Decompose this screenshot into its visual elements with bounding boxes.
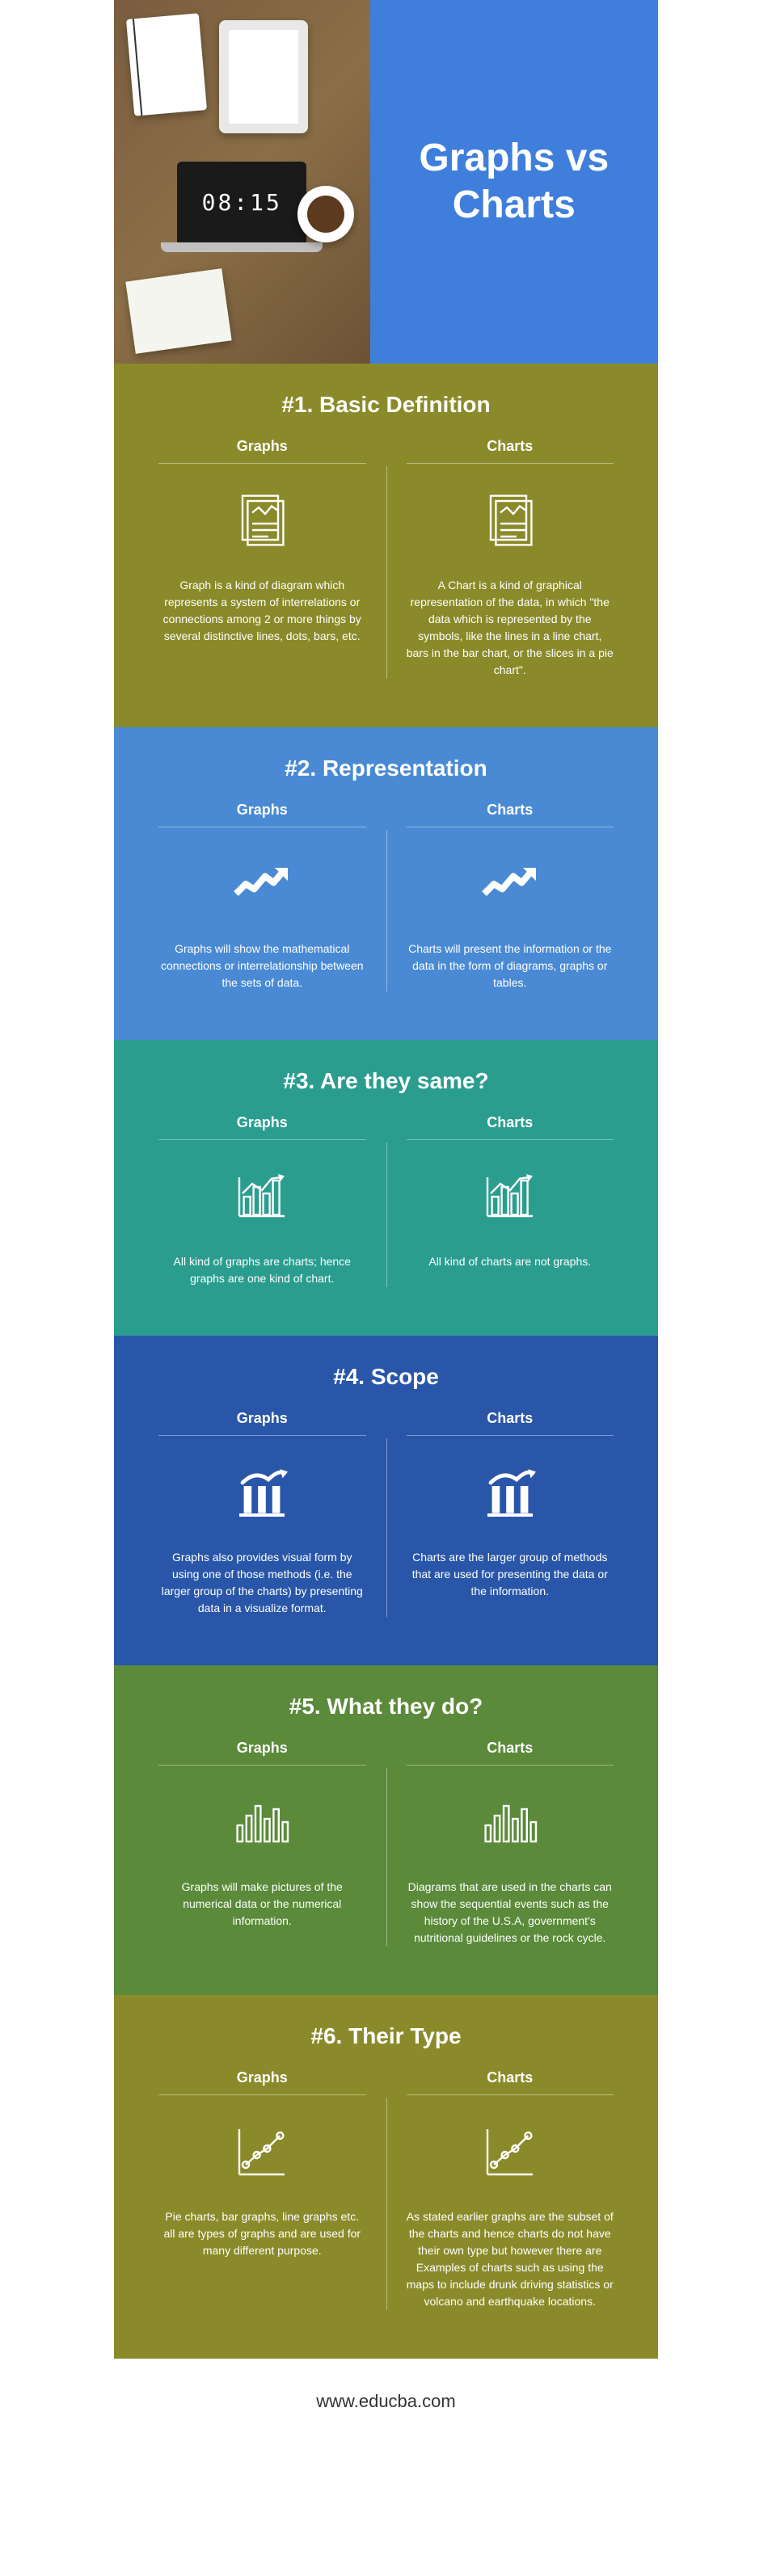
graphs-description: Graphs also provides visual form by usin… bbox=[158, 1549, 366, 1617]
column-heading: Graphs bbox=[158, 1740, 366, 1766]
column-heading: Graphs bbox=[158, 802, 366, 827]
footer-url: www.educba.com bbox=[114, 2359, 658, 2444]
coffee-cup-prop bbox=[297, 186, 354, 242]
graphs-description: All kind of graphs are charts; hence gra… bbox=[158, 1253, 366, 1287]
document-icon bbox=[158, 484, 366, 557]
section-title: #2. Representation bbox=[138, 756, 634, 781]
charts-description: A Chart is a kind of graphical represent… bbox=[407, 577, 614, 679]
section-title: #1. Basic Definition bbox=[138, 392, 634, 418]
column-heading: Charts bbox=[407, 1410, 614, 1436]
comparison-section: #6. Their Type Graphs Pie charts, bar gr… bbox=[114, 1995, 658, 2359]
arrow-icon bbox=[158, 848, 366, 920]
section-title: #4. Scope bbox=[138, 1364, 634, 1390]
comparison-section: #4. Scope Graphs Graphs also provides vi… bbox=[114, 1336, 658, 1665]
comparison-section: #1. Basic Definition Graphs Graph is a k… bbox=[114, 364, 658, 727]
newspaper-prop bbox=[125, 268, 231, 354]
charts-column: Charts A Chart is a kind of graphical re… bbox=[386, 438, 635, 679]
institution-icon bbox=[158, 1456, 366, 1529]
section-title: #5. What they do? bbox=[138, 1694, 634, 1719]
graphs-column: Graphs Pie charts, bar graphs, line grap… bbox=[138, 2069, 386, 2310]
graphs-column: Graphs Graphs will make pictures of the … bbox=[138, 1740, 386, 1947]
graphs-column: Graphs Graphs will show the mathematical… bbox=[138, 802, 386, 991]
comparison-section: #2. Representation Graphs Graphs will sh… bbox=[114, 727, 658, 1040]
column-heading: Graphs bbox=[158, 2069, 366, 2095]
column-heading: Charts bbox=[407, 1114, 614, 1140]
section-title: #6. Their Type bbox=[138, 2023, 634, 2049]
column-heading: Graphs bbox=[158, 438, 366, 464]
tablet-prop bbox=[219, 20, 308, 133]
bars-icon bbox=[158, 1786, 366, 1858]
charts-description: All kind of charts are not graphs. bbox=[407, 1253, 614, 1270]
bars-icon bbox=[407, 1786, 614, 1858]
column-heading: Charts bbox=[407, 438, 614, 464]
scatter-icon bbox=[407, 2115, 614, 2188]
charts-column: Charts Diagrams that are used in the cha… bbox=[386, 1740, 635, 1947]
graphs-column: Graphs All kind of graphs are charts; he… bbox=[138, 1114, 386, 1287]
charts-description: Charts will present the information or t… bbox=[407, 941, 614, 991]
graphs-column: Graphs Graphs also provides visual form … bbox=[138, 1410, 386, 1617]
notebook-prop bbox=[126, 13, 207, 116]
column-heading: Graphs bbox=[158, 1114, 366, 1140]
graphs-description: Graph is a kind of diagram which represe… bbox=[158, 577, 366, 645]
graphs-column: Graphs Graph is a kind of diagram which … bbox=[138, 438, 386, 679]
column-heading: Charts bbox=[407, 1740, 614, 1766]
charts-column: Charts Charts will present the informati… bbox=[386, 802, 635, 991]
column-heading: Graphs bbox=[158, 1410, 366, 1436]
charts-description: Diagrams that are used in the charts can… bbox=[407, 1879, 614, 1947]
scatter-icon bbox=[158, 2115, 366, 2188]
charts-column: Charts All kind of charts are not graphs… bbox=[386, 1114, 635, 1287]
hero-image: 08:15 bbox=[114, 0, 370, 364]
graphs-description: Graphs will make pictures of the numeric… bbox=[158, 1879, 366, 1930]
arrow-icon bbox=[407, 848, 614, 920]
graphs-description: Pie charts, bar graphs, line graphs etc.… bbox=[158, 2208, 366, 2259]
section-title: #3. Are they same? bbox=[138, 1068, 634, 1094]
column-heading: Charts bbox=[407, 802, 614, 827]
hero-title-panel: Graphs vs Charts bbox=[370, 0, 659, 364]
column-heading: Charts bbox=[407, 2069, 614, 2095]
charts-column: Charts As stated earlier graphs are the … bbox=[386, 2069, 635, 2310]
barchart-icon bbox=[407, 1160, 614, 1233]
document-icon bbox=[407, 484, 614, 557]
comparison-section: #5. What they do? Graphs Graphs will mak… bbox=[114, 1665, 658, 1995]
institution-icon bbox=[407, 1456, 614, 1529]
hero-section: 08:15 Graphs vs Charts bbox=[114, 0, 658, 364]
barchart-icon bbox=[158, 1160, 366, 1233]
comparison-section: #3. Are they same? Graphs All kind of gr… bbox=[114, 1040, 658, 1336]
graphs-description: Graphs will show the mathematical connec… bbox=[158, 941, 366, 991]
charts-column: Charts Charts are the larger group of me… bbox=[386, 1410, 635, 1617]
charts-description: Charts are the larger group of methods t… bbox=[407, 1549, 614, 1600]
laptop-time: 08:15 bbox=[177, 162, 306, 242]
page-title: Graphs vs Charts bbox=[386, 135, 643, 228]
charts-description: As stated earlier graphs are the subset … bbox=[407, 2208, 614, 2310]
